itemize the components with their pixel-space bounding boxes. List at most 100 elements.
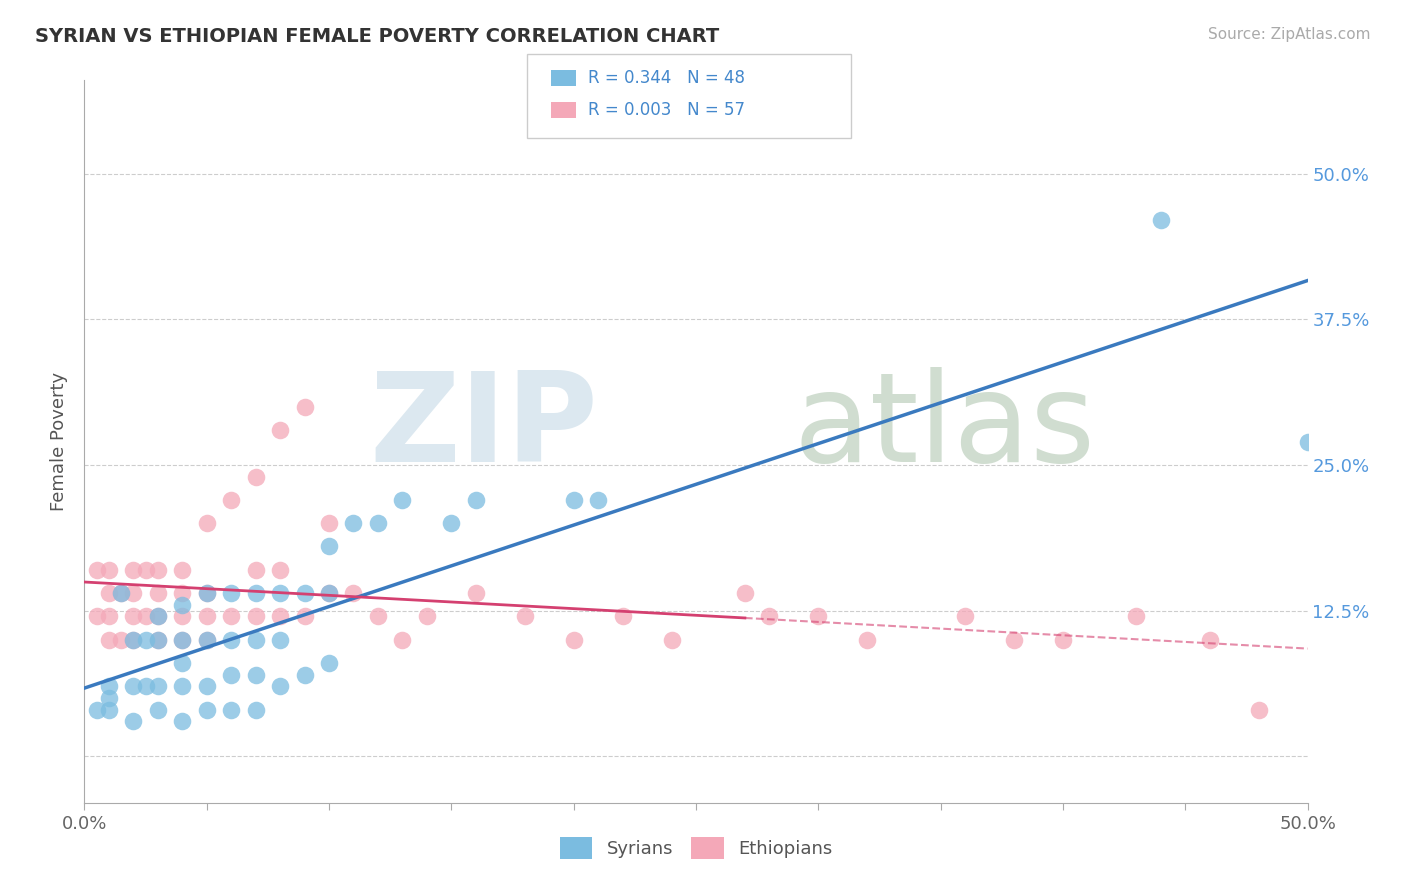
Point <box>245 586 267 600</box>
Point <box>391 492 413 507</box>
Point <box>146 702 169 716</box>
Point <box>122 563 145 577</box>
Text: atlas: atlas <box>794 367 1095 488</box>
Point <box>122 714 145 729</box>
Point <box>245 632 267 647</box>
Point <box>195 632 218 647</box>
Point <box>464 492 486 507</box>
Point <box>318 516 340 530</box>
Point <box>342 586 364 600</box>
Point <box>612 609 634 624</box>
Point <box>513 609 536 624</box>
Point <box>245 609 267 624</box>
Point <box>195 632 218 647</box>
Point <box>1125 609 1147 624</box>
Point <box>318 656 340 670</box>
Point <box>86 609 108 624</box>
Point <box>86 563 108 577</box>
Point <box>440 516 463 530</box>
Point <box>1198 632 1220 647</box>
Point <box>464 586 486 600</box>
Y-axis label: Female Poverty: Female Poverty <box>51 372 69 511</box>
Point <box>1052 632 1074 647</box>
Point <box>146 632 169 647</box>
Point <box>97 609 120 624</box>
Point <box>146 586 169 600</box>
Text: R = 0.344   N = 48: R = 0.344 N = 48 <box>588 69 745 87</box>
Point <box>122 679 145 693</box>
Point <box>86 702 108 716</box>
Point <box>172 632 194 647</box>
Point <box>245 469 267 483</box>
Point <box>1150 213 1173 227</box>
Point <box>269 632 291 647</box>
Point <box>172 563 194 577</box>
Point <box>318 586 340 600</box>
Point <box>734 586 756 600</box>
Point <box>97 690 120 705</box>
Point <box>195 586 218 600</box>
Point <box>135 563 157 577</box>
Point <box>269 586 291 600</box>
Point <box>367 609 389 624</box>
Point <box>219 702 242 716</box>
Point <box>195 679 218 693</box>
Point <box>219 667 242 681</box>
Point <box>110 632 132 647</box>
Point <box>97 563 120 577</box>
Point <box>586 492 609 507</box>
Point <box>172 598 194 612</box>
Point <box>172 679 194 693</box>
Point <box>294 586 316 600</box>
Point <box>318 540 340 554</box>
Point <box>135 679 157 693</box>
Point <box>245 667 267 681</box>
Point <box>172 609 194 624</box>
Point <box>146 679 169 693</box>
Point <box>195 702 218 716</box>
Point <box>562 492 585 507</box>
Point <box>172 586 194 600</box>
Point <box>122 632 145 647</box>
Point <box>758 609 780 624</box>
Point <box>661 632 683 647</box>
Point <box>562 632 585 647</box>
Point <box>219 492 242 507</box>
Point <box>367 516 389 530</box>
Point <box>146 609 169 624</box>
Point <box>269 609 291 624</box>
Point <box>146 563 169 577</box>
Point <box>122 586 145 600</box>
Point <box>97 632 120 647</box>
Point <box>294 400 316 414</box>
Point <box>294 609 316 624</box>
Point <box>245 563 267 577</box>
Point <box>172 714 194 729</box>
Point <box>172 656 194 670</box>
Legend: Syrians, Ethiopians: Syrians, Ethiopians <box>553 830 839 866</box>
Point <box>342 516 364 530</box>
Point <box>97 679 120 693</box>
Point <box>1296 434 1319 449</box>
Point <box>97 586 120 600</box>
Point <box>807 609 830 624</box>
Point <box>416 609 439 624</box>
Text: SYRIAN VS ETHIOPIAN FEMALE POVERTY CORRELATION CHART: SYRIAN VS ETHIOPIAN FEMALE POVERTY CORRE… <box>35 27 720 45</box>
Point <box>146 609 169 624</box>
Point <box>294 667 316 681</box>
Point <box>195 609 218 624</box>
Text: ZIP: ZIP <box>370 367 598 488</box>
Point <box>953 609 976 624</box>
Point <box>318 586 340 600</box>
Text: Source: ZipAtlas.com: Source: ZipAtlas.com <box>1208 27 1371 42</box>
Point <box>269 423 291 437</box>
Point <box>219 632 242 647</box>
Point <box>195 516 218 530</box>
Point <box>122 609 145 624</box>
Point <box>219 586 242 600</box>
Point <box>97 702 120 716</box>
Point <box>135 632 157 647</box>
Point <box>391 632 413 647</box>
Text: R = 0.003   N = 57: R = 0.003 N = 57 <box>588 101 745 119</box>
Point <box>172 632 194 647</box>
